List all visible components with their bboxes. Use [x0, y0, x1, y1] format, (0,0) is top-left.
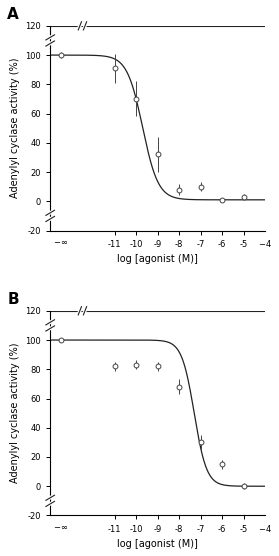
Y-axis label: Adenylyl cyclase activity (%): Adenylyl cyclase activity (%)	[10, 58, 20, 198]
X-axis label: log [agonist (M)]: log [agonist (M)]	[117, 539, 198, 549]
Text: $-\infty$: $-\infty$	[53, 523, 68, 532]
Text: $-4$: $-4$	[258, 238, 272, 249]
X-axis label: log [agonist (M)]: log [agonist (M)]	[117, 254, 198, 264]
Text: $-4$: $-4$	[258, 523, 272, 534]
Y-axis label: Adenylyl cyclase activity (%): Adenylyl cyclase activity (%)	[10, 343, 20, 483]
Text: B: B	[7, 292, 19, 307]
Text: $-\infty$: $-\infty$	[53, 238, 68, 247]
Text: A: A	[7, 7, 19, 22]
